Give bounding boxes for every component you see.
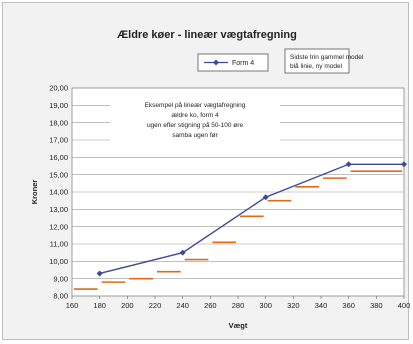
legend-note-line-2: blå linie, ny model xyxy=(290,62,343,70)
legend-label: Form 4 xyxy=(232,60,254,67)
annotation-line-3: ugen efter stigning på 50-100 øre xyxy=(147,121,244,129)
y-tick-label: 18,00 xyxy=(49,118,68,127)
x-tick-label: 400 xyxy=(398,301,411,310)
form-4-series xyxy=(96,161,407,277)
y-tick-label: 13,00 xyxy=(49,205,68,214)
x-tick-label: 300 xyxy=(259,301,272,310)
y-tick-label: 14,00 xyxy=(49,188,68,197)
x-tick-label: 360 xyxy=(342,301,355,310)
y-tick-label: 20,00 xyxy=(49,84,68,93)
y-tick-label: 19,00 xyxy=(49,101,68,110)
x-tick-label: 160 xyxy=(66,301,79,310)
x-tick-label: 180 xyxy=(93,301,106,310)
y-tick-label: 8,00 xyxy=(53,292,68,301)
data-point xyxy=(96,270,103,277)
y-tick-label: 12,00 xyxy=(49,222,68,231)
x-tick-label: 220 xyxy=(149,301,162,310)
y-tick-label: 17,00 xyxy=(49,136,68,145)
annotation-line-2: ældre ko, form 4 xyxy=(171,112,219,119)
y-tick-label: 10,00 xyxy=(49,257,68,266)
legend: Form 4 xyxy=(197,53,269,72)
x-tick-label: 240 xyxy=(176,301,189,310)
data-point xyxy=(262,194,269,201)
x-tick-label: 380 xyxy=(370,301,383,310)
x-tick-label: 260 xyxy=(204,301,217,310)
data-point xyxy=(345,161,352,168)
y-axis-label: Kroner xyxy=(30,180,39,205)
x-tick-label: 280 xyxy=(232,301,245,310)
data-point xyxy=(401,161,407,168)
legend-marker xyxy=(213,59,219,66)
x-axis-label: Vægt xyxy=(229,321,248,330)
x-tick-label: 200 xyxy=(121,301,134,310)
annotation-line-4: samba ugen før xyxy=(172,132,218,139)
y-tick-label: 15,00 xyxy=(49,170,68,179)
y-tick-label: 16,00 xyxy=(49,153,68,162)
legend-note: Sidste trin gammel model blå linie, ny m… xyxy=(284,48,364,74)
chart-title: Ældre køer - lineær vægtafregning xyxy=(117,29,297,41)
x-tick-label: 320 xyxy=(287,301,300,310)
step-series xyxy=(74,170,402,290)
x-tick-label: 340 xyxy=(315,301,328,310)
legend-note-line-1: Sidste trin gammel model xyxy=(290,54,364,61)
y-tick-labels: 8,00 9,00 10,00 11,00 12,00 13,00 14,00 15,00 16… xyxy=(49,84,68,301)
annotation-line-1: Eksempel på lineær vægtafregning xyxy=(145,101,246,109)
x-tick-labels: 160 180 200 220 240 260 280 300 320 340 360 380 400 xyxy=(66,296,411,310)
y-tick-label: 11,00 xyxy=(50,240,68,249)
data-point xyxy=(179,249,186,256)
y-tick-label: 9,00 xyxy=(53,274,68,283)
annotation: Eksempel på lineær vægtafregning ældre k… xyxy=(110,100,280,142)
